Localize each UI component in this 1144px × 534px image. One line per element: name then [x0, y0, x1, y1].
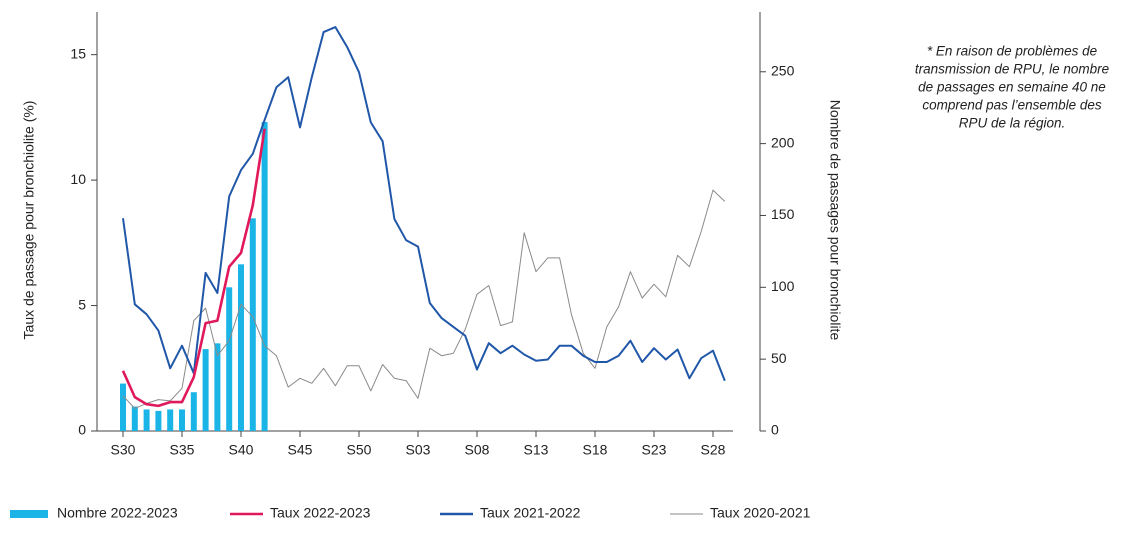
bar	[214, 343, 221, 431]
x-tick-label: S45	[288, 442, 313, 458]
x-tick-label: S30	[111, 442, 136, 458]
y-axis-title: Taux de passage pour bronchiolite (%)	[21, 101, 37, 340]
line	[122, 26, 726, 382]
bar	[120, 383, 126, 431]
x-tick-label: S40	[229, 442, 254, 458]
bar	[226, 287, 233, 431]
x-tick-label: S08	[465, 442, 490, 458]
line	[122, 189, 726, 409]
x-tick-label: S50	[347, 442, 372, 458]
bar	[131, 406, 138, 431]
bar	[238, 264, 244, 431]
x-tick-label: S23	[642, 442, 667, 458]
legend-label: Taux 2020-2021	[710, 505, 811, 521]
line	[121, 128, 266, 408]
bar	[155, 410, 162, 431]
note-line: comprend pas l’ensemble des	[922, 98, 1102, 113]
bar	[167, 409, 174, 431]
bar	[202, 349, 209, 431]
y2-tick-label: 200	[771, 134, 795, 150]
legend-label: Taux 2022-2023	[270, 505, 371, 521]
legend-label: Nombre 2022-2023	[57, 505, 178, 521]
y2-tick-label: 0	[771, 422, 779, 438]
bar	[143, 409, 150, 431]
y2-tick-label: 100	[771, 278, 795, 294]
note-line: * En raison de problèmes de	[927, 44, 1097, 59]
x-tick-label: S03	[406, 442, 431, 458]
y2-tick-label: 250	[771, 62, 795, 78]
x-tick-label: S13	[524, 442, 549, 458]
x-tick-label: S18	[583, 442, 608, 458]
note-line: transmission de RPU, le nombre	[915, 62, 1109, 77]
y2-tick-label: 150	[771, 206, 795, 222]
y-tick-label: 15	[70, 45, 86, 61]
y-tick-label: 0	[78, 422, 86, 438]
legend-label: Taux 2021-2022	[480, 505, 581, 521]
y-tick-label: 5	[78, 296, 86, 312]
x-tick-label: S28	[701, 442, 726, 458]
y2-tick-label: 50	[771, 350, 787, 366]
note-line: de passages en semaine 40 ne	[918, 80, 1106, 95]
legend-swatch	[10, 510, 48, 518]
y2-axis-title: Nombre de passages pour bronchiolite	[827, 100, 843, 341]
y-tick-label: 10	[70, 171, 86, 187]
note-line: RPU de la région.	[959, 116, 1066, 131]
bar	[249, 218, 256, 431]
bar	[190, 392, 197, 431]
bar	[261, 122, 268, 431]
bar	[179, 409, 185, 431]
x-tick-label: S35	[170, 442, 195, 458]
